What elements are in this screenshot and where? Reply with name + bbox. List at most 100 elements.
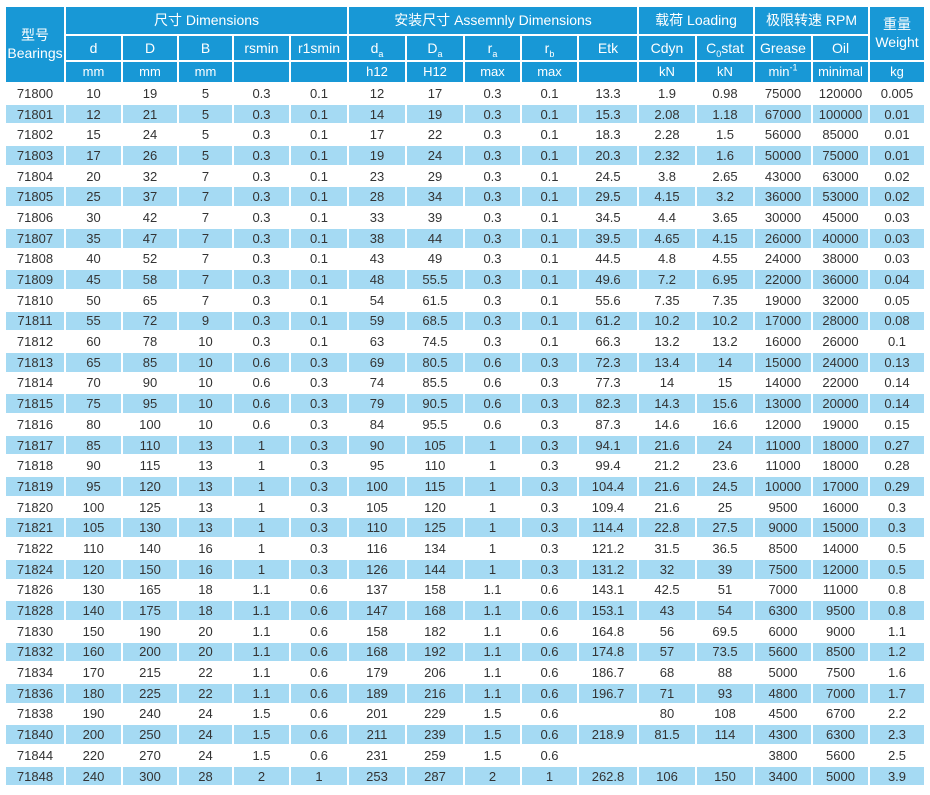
cell-ra: 1 [463, 495, 522, 519]
cell-oil: 6300 [811, 723, 870, 746]
cell-r1smin: 0.3 [289, 371, 349, 395]
cell-rsmin: 0.3 [232, 247, 291, 271]
cell-B: 5 [177, 82, 234, 105]
unit-Da: H12 [405, 60, 465, 84]
cell-rsmin: 1.1 [232, 681, 291, 705]
table-row: 71820 100 125 13 1 0.3 105 120 1 0.3 109.4 21.6 25 95… [4, 495, 926, 519]
cell-Cdyn: 4.8 [637, 247, 697, 271]
cell-rsmin: 1.1 [232, 578, 291, 602]
cell-d: 130 [64, 578, 123, 602]
table-row: 71844 220 270 24 1.5 0.6 231 259 1.5 0.6 3800 5600 2… [4, 744, 926, 767]
cell-da: 59 [347, 309, 407, 333]
cell-Cdyn: 3.8 [637, 164, 697, 188]
cell-Da: 110 [405, 454, 465, 478]
cell-ra: 1 [463, 475, 522, 498]
cell-D: 58 [121, 268, 179, 291]
cell-C0stat: 13.2 [695, 330, 755, 353]
cell-C0stat: 1.18 [695, 102, 755, 126]
cell-D: 95 [121, 392, 179, 415]
cell-D: 72 [121, 309, 179, 333]
cell-D: 24 [121, 123, 179, 147]
cell-oil: 9500 [811, 599, 870, 622]
cell-rsmin: 0.6 [232, 371, 291, 395]
cell-r1smin: 0.1 [289, 206, 349, 229]
cell-r1smin: 0.1 [289, 123, 349, 147]
cell-C0stat: 3.2 [695, 185, 755, 209]
cell-grease: 67000 [753, 102, 813, 126]
cell-Etk: 24.5 [577, 164, 639, 188]
cell-r1smin: 0.6 [289, 640, 349, 664]
cell-Da: 229 [405, 702, 465, 726]
cell-ra: 1.1 [463, 599, 522, 622]
cell-grease: 3800 [753, 744, 813, 767]
cell-d: 30 [64, 206, 123, 229]
cell-r1smin: 0.3 [289, 495, 349, 519]
cell-B: 7 [177, 226, 234, 250]
header-weight: 重量 Weight [868, 5, 926, 62]
cell-grease: 15000 [753, 350, 813, 374]
cell-r1smin: 0.3 [289, 454, 349, 478]
table-row: 71848 240 300 28 2 1 253 287 2 1 262.8 106 150 3400 50… [4, 764, 926, 788]
cell-Cdyn: 21.6 [637, 475, 697, 498]
cell-da: 105 [347, 495, 407, 519]
cell-bearing: 71844 [4, 744, 66, 767]
cell-da: 69 [347, 350, 407, 374]
cell-da: 38 [347, 226, 407, 250]
cell-r1smin: 0.3 [289, 350, 349, 374]
cell-rb: 0.6 [520, 599, 579, 622]
cell-weight: 2.5 [868, 744, 926, 767]
cell-Cdyn: 4.15 [637, 185, 697, 209]
cell-d: 25 [64, 185, 123, 209]
cell-B: 16 [177, 537, 234, 560]
cell-oil: 18000 [811, 433, 870, 457]
cell-rsmin: 1 [232, 475, 291, 498]
cell-weight: 0.5 [868, 537, 926, 560]
cell-weight: 0.28 [868, 454, 926, 478]
cell-B: 9 [177, 309, 234, 333]
cell-da: 189 [347, 681, 407, 705]
cell-rsmin: 0.3 [232, 268, 291, 291]
cell-B: 7 [177, 288, 234, 312]
cell-Da: 24 [405, 144, 465, 167]
cell-da: 12 [347, 82, 407, 105]
cell-Da: 74.5 [405, 330, 465, 353]
header-bearings: 型号 Bearings [4, 5, 66, 84]
cell-B: 10 [177, 330, 234, 353]
header-col-ra: ra [463, 34, 522, 62]
cell-grease: 10000 [753, 475, 813, 498]
table-row: 71814 70 90 10 0.6 0.3 74 85.5 0.6 0.3 77.3 14 15 140… [4, 371, 926, 395]
cell-d: 110 [64, 537, 123, 560]
cell-oil: 20000 [811, 392, 870, 415]
cell-weight: 0.29 [868, 475, 926, 498]
cell-d: 120 [64, 557, 123, 581]
cell-rb: 0.3 [520, 475, 579, 498]
cell-B: 22 [177, 681, 234, 705]
cell-rb: 0.6 [520, 640, 579, 664]
cell-Da: 216 [405, 681, 465, 705]
cell-rsmin: 2 [232, 764, 291, 788]
cell-weight: 0.02 [868, 185, 926, 209]
unit-da: h12 [347, 60, 407, 84]
header-col-costat: C0stat [695, 34, 755, 62]
cell-Etk: 186.7 [577, 661, 639, 684]
table-row: 71826 130 165 18 1.1 0.6 137 158 1.1 0.6 143.1 42.5… [4, 578, 926, 602]
table-row: 71824 120 150 16 1 0.3 126 144 1 0.3 131.2 32 39 7500… [4, 557, 926, 581]
cell-Cdyn: 32 [637, 557, 697, 581]
cell-Cdyn: 31.5 [637, 537, 697, 560]
cell-D: 110 [121, 433, 179, 457]
cell-grease: 9500 [753, 495, 813, 519]
cell-bearing: 71811 [4, 309, 66, 333]
header-col-da: da [347, 34, 407, 62]
cell-ra: 1.1 [463, 578, 522, 602]
cell-Da: 44 [405, 226, 465, 250]
cell-bearing: 71834 [4, 661, 66, 684]
cell-d: 100 [64, 495, 123, 519]
cell-Etk: 262.8 [577, 764, 639, 788]
cell-D: 270 [121, 744, 179, 767]
cell-rb: 0.1 [520, 123, 579, 147]
cell-Etk: 109.4 [577, 495, 639, 519]
cell-D: 300 [121, 764, 179, 788]
cell-B: 13 [177, 495, 234, 519]
cell-ra: 0.6 [463, 392, 522, 415]
cell-ra: 1.5 [463, 744, 522, 767]
